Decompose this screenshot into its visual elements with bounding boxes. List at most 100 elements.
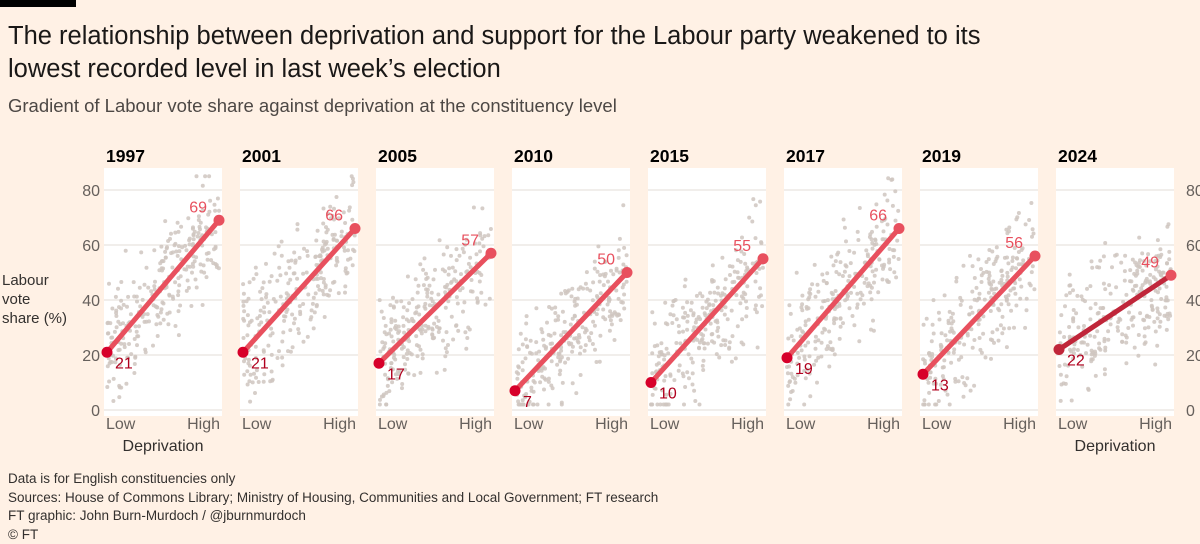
scatter-point	[650, 371, 654, 375]
scatter-point	[177, 333, 181, 337]
scatter-point	[213, 209, 217, 213]
high-value-label: 69	[189, 199, 207, 216]
scatter-point	[1013, 292, 1017, 296]
scatter-point	[280, 254, 284, 258]
scatter-point	[459, 272, 463, 276]
scatter-point	[581, 287, 585, 291]
scatter-point	[874, 268, 878, 272]
scatter-point	[1007, 326, 1011, 330]
scatter-point	[456, 329, 460, 333]
scatter-point	[619, 300, 623, 304]
scatter-point	[1136, 354, 1140, 358]
scatter-point	[455, 258, 459, 262]
scatter-point	[382, 393, 386, 397]
scatter-point	[617, 297, 621, 301]
scatter-point	[530, 352, 534, 356]
scatter-point	[525, 314, 529, 318]
scatter-point	[833, 352, 837, 356]
scatter-point	[348, 205, 352, 209]
scatter-point	[1062, 381, 1066, 385]
scatter-point	[962, 395, 966, 399]
scatter-point	[876, 290, 880, 294]
scatter-point	[156, 334, 160, 338]
scatter-point	[683, 385, 687, 389]
scatter-point	[570, 287, 574, 291]
scatter-point	[275, 279, 279, 283]
ft-top-bar	[0, 0, 76, 7]
scatter-point	[446, 343, 450, 347]
scatter-point	[524, 322, 528, 326]
x-tick-label-low: Low	[650, 416, 680, 433]
scatter-point	[521, 360, 525, 364]
scatter-point	[1124, 361, 1128, 365]
scatter-point	[760, 304, 764, 308]
scatter-point	[820, 331, 824, 335]
scatter-point	[117, 395, 121, 399]
scatter-point	[458, 288, 462, 292]
scatter-point	[475, 252, 479, 256]
panel-year-label: 2017	[786, 146, 825, 166]
scatter-point	[281, 363, 285, 367]
scatter-point	[270, 274, 274, 278]
scatter-point	[1167, 222, 1171, 226]
scatter-point	[1018, 297, 1022, 301]
scatter-point	[478, 280, 482, 284]
scatter-point	[1128, 268, 1132, 272]
scatter-point	[313, 255, 317, 259]
x-tick-label-low: Low	[514, 416, 544, 433]
scatter-point	[650, 310, 654, 314]
scatter-point	[412, 319, 416, 323]
scatter-point	[731, 280, 735, 284]
scatter-point	[119, 299, 123, 303]
scatter-point	[1032, 287, 1036, 291]
scatter-point	[524, 337, 528, 341]
scatter-point	[863, 281, 867, 285]
scatter-point	[394, 324, 398, 328]
scatter-point	[201, 303, 205, 307]
scatter-point	[117, 305, 121, 309]
y-tick-label-right: 60	[1186, 238, 1200, 255]
scatter-point	[114, 311, 118, 315]
scatter-point	[1139, 286, 1143, 290]
panel-year-label: 2001	[242, 146, 281, 166]
scatter-point	[1116, 329, 1120, 333]
scatter-point	[723, 313, 727, 317]
scatter-point	[839, 260, 843, 264]
scatter-point	[730, 360, 734, 364]
scatter-point	[595, 312, 599, 316]
scatter-point	[421, 268, 425, 272]
low-value-label: 21	[115, 355, 133, 372]
scatter-point	[173, 231, 177, 235]
scatter-point	[407, 301, 411, 305]
scatter-point	[133, 356, 137, 360]
scatter-point	[1131, 258, 1135, 262]
y-tick-label-left: 60	[82, 238, 100, 255]
scatter-point	[390, 361, 394, 365]
scatter-point	[786, 384, 790, 388]
scatter-point	[258, 314, 262, 318]
scatter-point	[295, 228, 299, 232]
scatter-point	[309, 315, 313, 319]
scatter-point	[1116, 325, 1120, 329]
scatter-point	[945, 338, 949, 342]
scatter-point	[343, 291, 347, 295]
scatter-point	[1143, 334, 1147, 338]
scatter-point	[425, 295, 429, 299]
scatter-point	[870, 286, 874, 290]
scatter-point	[807, 295, 811, 299]
scatter-point	[285, 291, 289, 295]
scatter-point	[971, 311, 975, 315]
scatter-point	[697, 346, 701, 350]
scatter-point	[1102, 339, 1106, 343]
y-tick-label-left: 80	[82, 183, 100, 200]
scatter-point	[447, 266, 451, 270]
scatter-point	[941, 366, 945, 370]
high-value-label: 55	[733, 238, 751, 255]
scatter-point	[1062, 335, 1066, 339]
scatter-point	[992, 262, 996, 266]
scatter-point	[479, 291, 483, 295]
high-endpoint	[350, 223, 361, 234]
scatter-point	[449, 254, 453, 258]
scatter-point	[757, 295, 761, 299]
